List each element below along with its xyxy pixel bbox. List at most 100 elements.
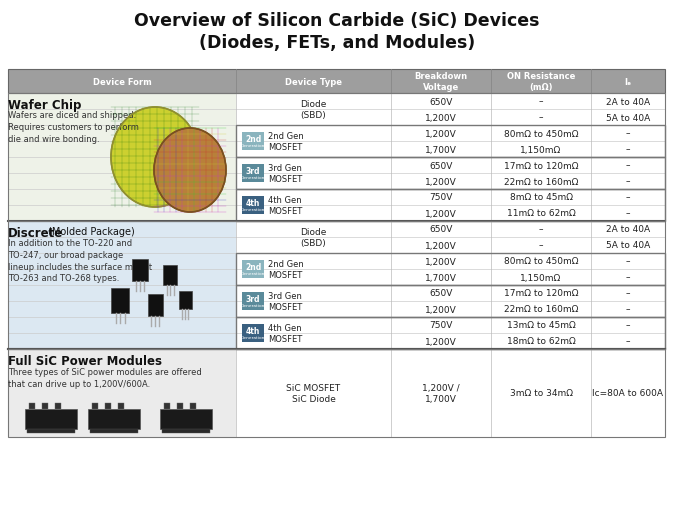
Text: 1,200V: 1,200V (425, 305, 457, 314)
Text: –: – (539, 113, 543, 122)
Text: Three types of SiC power modules are offered
that can drive up to 1,200V/600A.: Three types of SiC power modules are off… (8, 367, 202, 388)
Text: –: – (626, 177, 630, 186)
FancyBboxPatch shape (28, 403, 34, 409)
Text: –: – (626, 145, 630, 154)
Text: 3rd Gen
MOSFET: 3rd Gen MOSFET (268, 164, 302, 183)
FancyBboxPatch shape (8, 94, 236, 222)
Text: In addition to the TO-220 and
TO-247, our broad package
lineup includes the surf: In addition to the TO-220 and TO-247, ou… (8, 238, 152, 283)
Text: 80mΩ to 450mΩ: 80mΩ to 450mΩ (504, 257, 578, 266)
Text: 11mΩ to 62mΩ: 11mΩ to 62mΩ (507, 209, 575, 218)
Text: Generation: Generation (241, 144, 265, 147)
Text: Full SiC Power Modules: Full SiC Power Modules (8, 355, 162, 367)
FancyBboxPatch shape (148, 294, 163, 316)
Text: Breakdown
Voltage: Breakdown Voltage (414, 72, 468, 91)
Text: 13mΩ to 45mΩ: 13mΩ to 45mΩ (507, 321, 575, 330)
Text: Generation: Generation (241, 176, 265, 180)
Text: 22mΩ to 160mΩ: 22mΩ to 160mΩ (504, 177, 578, 186)
Text: Device Form: Device Form (92, 77, 151, 86)
FancyBboxPatch shape (163, 403, 169, 409)
Text: Generation: Generation (241, 208, 265, 212)
FancyBboxPatch shape (92, 403, 97, 409)
Text: 1,200V: 1,200V (425, 241, 457, 250)
Text: 3mΩ to 34mΩ: 3mΩ to 34mΩ (510, 389, 572, 398)
Text: 17mΩ to 120mΩ: 17mΩ to 120mΩ (504, 161, 578, 170)
Text: 2nd Gen
MOSFET: 2nd Gen MOSFET (268, 260, 304, 279)
FancyBboxPatch shape (190, 403, 196, 409)
Text: Generation: Generation (241, 271, 265, 275)
FancyBboxPatch shape (111, 288, 129, 313)
Text: 650V: 650V (429, 225, 453, 234)
FancyBboxPatch shape (8, 222, 236, 349)
Text: Wafer Chip: Wafer Chip (8, 99, 82, 112)
FancyBboxPatch shape (236, 222, 665, 349)
Text: 1,200V: 1,200V (425, 177, 457, 186)
Text: –: – (539, 97, 543, 106)
Text: 4th: 4th (246, 198, 260, 208)
Text: –: – (626, 161, 630, 170)
Text: 18mΩ to 62mΩ: 18mΩ to 62mΩ (507, 337, 575, 346)
Text: –: – (626, 193, 630, 202)
Text: 4th: 4th (246, 326, 260, 335)
FancyBboxPatch shape (162, 429, 210, 433)
Text: –: – (539, 225, 543, 234)
FancyBboxPatch shape (160, 409, 212, 429)
Text: 1,200V: 1,200V (425, 209, 457, 218)
FancyBboxPatch shape (242, 133, 264, 150)
Text: Discrete: Discrete (8, 227, 63, 239)
FancyBboxPatch shape (242, 196, 264, 215)
Ellipse shape (111, 108, 199, 208)
Text: Generation: Generation (241, 335, 265, 339)
Text: Ic=80A to 600A: Ic=80A to 600A (593, 389, 664, 398)
Text: 2nd Gen
MOSFET: 2nd Gen MOSFET (268, 132, 304, 152)
Text: 1,200V: 1,200V (425, 337, 457, 346)
FancyBboxPatch shape (242, 292, 264, 311)
Text: –: – (626, 129, 630, 138)
Text: 80mΩ to 450mΩ: 80mΩ to 450mΩ (504, 129, 578, 138)
Text: 1,700V: 1,700V (425, 273, 457, 282)
Text: 2A to 40A: 2A to 40A (606, 97, 650, 106)
Text: 2nd: 2nd (245, 135, 261, 144)
Text: Iₑ: Iₑ (624, 77, 632, 86)
FancyBboxPatch shape (25, 409, 77, 429)
Text: 22mΩ to 160mΩ: 22mΩ to 160mΩ (504, 305, 578, 314)
Text: 3rd: 3rd (246, 294, 261, 304)
Text: 3rd: 3rd (246, 167, 261, 176)
FancyBboxPatch shape (105, 403, 111, 409)
Text: 2A to 40A: 2A to 40A (606, 225, 650, 234)
Text: Device Type: Device Type (285, 77, 342, 86)
FancyBboxPatch shape (55, 403, 61, 409)
Text: 5A to 40A: 5A to 40A (606, 113, 650, 122)
Text: 3rd Gen
MOSFET: 3rd Gen MOSFET (268, 292, 302, 311)
Text: (Diodes, FETs, and Modules): (Diodes, FETs, and Modules) (199, 34, 475, 52)
Text: –: – (539, 241, 543, 250)
Text: 650V: 650V (429, 97, 453, 106)
FancyBboxPatch shape (176, 403, 182, 409)
Text: 650V: 650V (429, 161, 453, 170)
Text: 1,150mΩ: 1,150mΩ (520, 145, 562, 154)
FancyBboxPatch shape (27, 429, 75, 433)
FancyBboxPatch shape (242, 324, 264, 342)
Text: Diode
(SBD): Diode (SBD) (300, 228, 327, 247)
Text: 1,200V /
1,700V: 1,200V / 1,700V (422, 383, 460, 403)
Text: 1,200V: 1,200V (425, 257, 457, 266)
Text: Diode
(SBD): Diode (SBD) (300, 100, 327, 120)
Ellipse shape (154, 129, 226, 213)
Text: –: – (626, 321, 630, 330)
Text: Generation: Generation (241, 304, 265, 308)
Text: 750V: 750V (429, 321, 453, 330)
FancyBboxPatch shape (117, 403, 124, 409)
FancyBboxPatch shape (132, 260, 148, 281)
FancyBboxPatch shape (41, 403, 47, 409)
Text: (Molded Package): (Molded Package) (48, 227, 135, 236)
Text: ON Resistance
(mΩ): ON Resistance (mΩ) (507, 72, 575, 91)
Text: 2nd: 2nd (245, 263, 261, 272)
Text: 5A to 40A: 5A to 40A (606, 241, 650, 250)
Text: 17mΩ to 120mΩ: 17mΩ to 120mΩ (504, 289, 578, 298)
Text: SiC MOSFET
SiC Diode: SiC MOSFET SiC Diode (286, 383, 341, 403)
Text: 1,200V: 1,200V (425, 129, 457, 138)
Text: 4th Gen
MOSFET: 4th Gen MOSFET (268, 324, 302, 343)
FancyBboxPatch shape (8, 70, 665, 94)
FancyBboxPatch shape (236, 94, 665, 222)
Text: Overview of Silicon Carbide (SiC) Devices: Overview of Silicon Carbide (SiC) Device… (134, 12, 540, 30)
Text: –: – (626, 257, 630, 266)
